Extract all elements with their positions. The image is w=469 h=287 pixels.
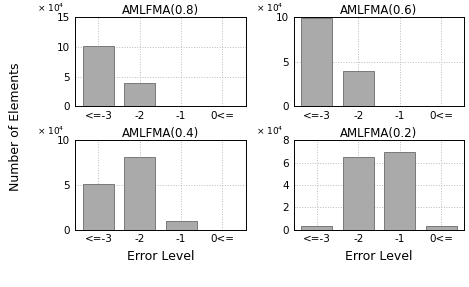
Text: $\times$ 10$^{4}$: $\times$ 10$^{4}$ <box>38 1 65 14</box>
Bar <box>302 226 333 230</box>
Text: $\times$ 10$^{4}$: $\times$ 10$^{4}$ <box>256 1 284 14</box>
X-axis label: Error Level: Error Level <box>345 250 413 263</box>
X-axis label: Error Level: Error Level <box>127 250 194 263</box>
Title: AMLFMA(0.4): AMLFMA(0.4) <box>122 127 199 140</box>
Bar <box>425 226 456 230</box>
Title: AMLFMA(0.6): AMLFMA(0.6) <box>340 4 417 17</box>
Bar <box>166 221 197 230</box>
Text: Number of Elements: Number of Elements <box>9 62 23 191</box>
Title: AMLFMA(0.8): AMLFMA(0.8) <box>122 4 199 17</box>
Bar <box>384 152 415 230</box>
Bar <box>302 18 333 106</box>
Bar <box>124 83 155 106</box>
Text: $\times$ 10$^{4}$: $\times$ 10$^{4}$ <box>256 124 284 137</box>
Bar <box>343 157 374 230</box>
Title: AMLFMA(0.2): AMLFMA(0.2) <box>340 127 417 140</box>
Bar <box>124 157 155 230</box>
Text: $\times$ 10$^{4}$: $\times$ 10$^{4}$ <box>38 124 65 137</box>
Bar <box>83 46 114 106</box>
Bar <box>83 184 114 230</box>
Bar <box>343 71 374 106</box>
